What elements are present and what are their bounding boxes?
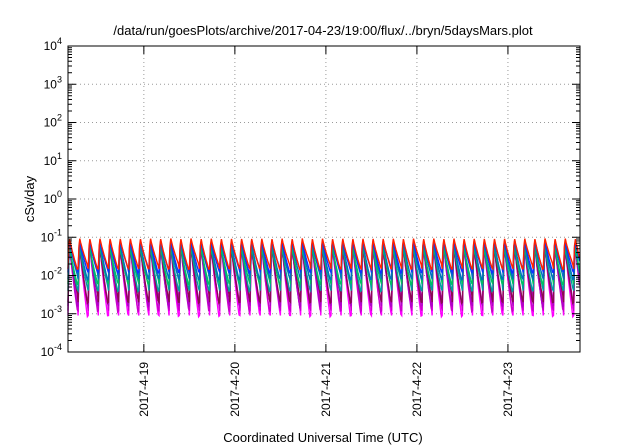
y-tick-label: 10-4	[41, 342, 62, 359]
x-tick-label: 2017-4-19	[137, 362, 151, 417]
y-tick-label: 10-1	[41, 227, 62, 244]
y-tick-label: 10-2	[41, 266, 62, 283]
grid	[68, 46, 580, 352]
y-tick-label: 102	[44, 113, 62, 130]
y-tick-label: 10-3	[41, 304, 62, 321]
x-axis-label: Coordinated Universal Time (UTC)	[223, 430, 422, 445]
y-axis-ticks: 10-4 10-3 10-2 10-1 100 101 102 103 104	[41, 36, 580, 359]
x-axis-ticks: 2017-4-19 2017-4-20 2017-4-21 2017-4-22 2017…	[137, 46, 515, 417]
x-tick-label: 2017-4-20	[228, 362, 242, 417]
y-tick-label: 101	[44, 151, 62, 168]
y-tick-label: 104	[44, 36, 62, 53]
chart-title: /data/run/goesPlots/archive/2017-04-23/1…	[113, 23, 533, 38]
series-line	[67, 238, 581, 272]
data-series	[67, 238, 581, 319]
x-tick-label: 2017-4-23	[501, 362, 515, 417]
x-tick-label: 2017-4-21	[319, 362, 333, 417]
y-tick-label: 100	[44, 189, 62, 206]
y-axis-label: cSv/day	[22, 175, 37, 222]
y-tick-label: 103	[44, 74, 62, 91]
x-tick-label: 2017-4-22	[410, 362, 424, 417]
